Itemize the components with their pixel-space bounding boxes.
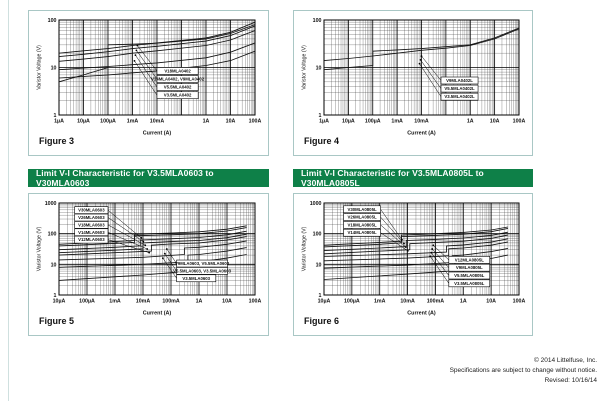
figure5-chart: 10µA 100µA 1mA 10mA 100mA 1A 10A 100A 1 10 100 1000… <box>37 201 262 317</box>
svg-text:1mA: 1mA <box>109 299 121 305</box>
svg-text:V5.5MLA0805L: V5.5MLA0805L <box>454 273 485 278</box>
svg-text:10: 10 <box>316 262 322 268</box>
svg-text:10A: 10A <box>222 299 232 305</box>
svg-text:1000: 1000 <box>310 201 322 207</box>
svg-text:10mA: 10mA <box>150 119 165 125</box>
svg-text:V18MLA0603: V18MLA0603 <box>78 222 105 227</box>
svg-text:Varistor Voltage (V): Varistor Voltage (V) <box>302 45 308 90</box>
figure6-panel: 10µA 100µA 1mA 10mA 100mA 1A 10A 100A 1 10 100 1000… <box>293 193 533 336</box>
svg-text:100mA: 100mA <box>162 299 180 305</box>
svg-text:V5.5MLA0603, V3.5MLA0603: V5.5MLA0603, V3.5MLA0603 <box>173 268 231 273</box>
figure5-caption: Figure 5 <box>39 316 75 326</box>
svg-text:100µA: 100µA <box>79 299 95 305</box>
svg-text:V9MLA0402L: V9MLA0402L <box>446 78 473 83</box>
svg-text:V9MLA0805L: V9MLA0805L <box>456 265 483 270</box>
svg-text:Varistor Voltage (V): Varistor Voltage (V) <box>37 45 43 90</box>
section-title-0603: Limit V-I Characteristic for V3.5MLA0603… <box>28 168 269 188</box>
svg-text:10µA: 10µA <box>77 119 90 125</box>
figure4-caption: Figure 4 <box>304 136 340 146</box>
svg-text:Current (A): Current (A) <box>407 311 436 317</box>
svg-text:10: 10 <box>51 66 57 72</box>
section-title-0603-label: Limit V-I Characteristic for V3.5MLA0603… <box>36 168 214 188</box>
svg-text:Current (A): Current (A) <box>407 131 436 137</box>
svg-text:100mA: 100mA <box>427 299 445 305</box>
svg-text:100A: 100A <box>249 299 262 305</box>
svg-text:1µA: 1µA <box>54 119 64 125</box>
svg-text:10µA: 10µA <box>53 299 66 305</box>
svg-text:10mA: 10mA <box>136 299 151 305</box>
svg-text:1A: 1A <box>196 299 203 305</box>
section-title-0805l-label: Limit V-I Characteristic for V3.5MLA0805… <box>301 168 484 188</box>
figure4-panel: 1µA 10µA 100µA 1mA 10mA 1A 10A 100A 1 10 100 Curren… <box>293 10 533 156</box>
svg-text:10µA: 10µA <box>318 299 331 305</box>
svg-text:V12MLA0603: V12MLA0603 <box>78 237 105 242</box>
svg-text:10A: 10A <box>490 119 500 125</box>
section-title-0805l: Limit V-I Characteristic for V3.5MLA0805… <box>293 168 533 188</box>
svg-text:V18MLA0402: V18MLA0402 <box>164 69 191 74</box>
svg-text:1A: 1A <box>460 299 467 305</box>
svg-text:V3.5MLA0603: V3.5MLA0603 <box>182 276 210 281</box>
svg-text:1000: 1000 <box>45 201 57 207</box>
svg-text:1A: 1A <box>203 119 210 125</box>
svg-text:V5.5MLA0402: V5.5MLA0402 <box>164 85 192 90</box>
figure3-panel: 1µA 10µA 100µA 1mA 10mA 1A 10A 100A 1 10 100 Curren… <box>28 10 269 156</box>
svg-text:Current (A): Current (A) <box>143 131 172 137</box>
svg-text:100: 100 <box>48 18 57 24</box>
figure3-caption: Figure 3 <box>39 136 75 146</box>
figure6-chart: 10µA 100µA 1mA 10mA 100mA 1A 10A 100A 1 10 100 1000… <box>302 201 526 317</box>
svg-text:V3.5MLA0402: V3.5MLA0402 <box>164 93 192 98</box>
svg-text:V30MLA0603: V30MLA0603 <box>78 208 105 213</box>
svg-text:1: 1 <box>319 293 322 299</box>
svg-text:V30MLA0805L: V30MLA0805L <box>347 207 377 212</box>
svg-text:100µA: 100µA <box>100 119 116 125</box>
svg-text:1: 1 <box>319 113 322 119</box>
svg-text:100A: 100A <box>513 119 526 125</box>
svg-text:V9MLA0603, V5.5MLA0603: V9MLA0603, V5.5MLA0603 <box>175 261 230 266</box>
footer-revised-date: Revised: 10/16/14 <box>544 376 597 384</box>
footer-disclaimer: Specifications are subject to change wit… <box>449 366 597 374</box>
svg-text:100: 100 <box>48 232 57 238</box>
svg-text:100µA: 100µA <box>344 299 360 305</box>
svg-text:10A: 10A <box>226 119 236 125</box>
svg-text:10: 10 <box>316 66 322 72</box>
svg-text:100µA: 100µA <box>365 119 381 125</box>
svg-text:V5.5MLA0402L: V5.5MLA0402L <box>444 86 475 91</box>
svg-text:Varistor Voltage (V): Varistor Voltage (V) <box>37 226 43 271</box>
svg-text:V26MLA0805L: V26MLA0805L <box>347 215 377 220</box>
svg-text:10A: 10A <box>486 299 496 305</box>
figure4-chart: 1µA 10µA 100µA 1mA 10mA 1A 10A 100A 1 10 100 Curren… <box>302 18 526 137</box>
svg-text:Varistor Voltage (V): Varistor Voltage (V) <box>302 226 308 271</box>
svg-text:100A: 100A <box>513 299 526 305</box>
footer-copyright: © 2014 Littelfuse, Inc. <box>534 357 597 364</box>
page-footer: © 2014 Littelfuse, Inc. Specifications a… <box>450 356 597 385</box>
figure6-caption: Figure 6 <box>304 316 340 326</box>
svg-text:1mA: 1mA <box>391 119 403 125</box>
svg-text:10mA: 10mA <box>414 119 429 125</box>
svg-text:V14MLA0805L: V14MLA0805L <box>347 230 377 235</box>
svg-text:V14MLA0603: V14MLA0603 <box>78 230 105 235</box>
svg-text:10mA: 10mA <box>400 299 415 305</box>
svg-text:V12MLA0805L: V12MLA0805L <box>455 257 485 262</box>
svg-text:V14MLA0402, V9MLA0402: V14MLA0402, V9MLA0402 <box>151 77 205 82</box>
svg-text:100: 100 <box>313 232 322 238</box>
svg-text:10µA: 10µA <box>342 119 355 125</box>
svg-text:1µA: 1µA <box>319 119 329 125</box>
svg-text:V26MLA0603: V26MLA0603 <box>78 215 105 220</box>
figure3-chart: 1µA 10µA 100µA 1mA 10mA 1A 10A 100A 1 10 100 Curren… <box>37 18 262 137</box>
page-edge-line <box>8 0 9 401</box>
svg-text:Current (A): Current (A) <box>143 311 172 317</box>
svg-text:10: 10 <box>51 262 57 268</box>
svg-text:V3.5MLA0402L: V3.5MLA0402L <box>444 94 475 99</box>
figure5-panel: 10µA 100µA 1mA 10mA 100mA 1A 10A 100A 1 10 100 1000… <box>28 193 269 336</box>
svg-text:100A: 100A <box>249 119 262 125</box>
svg-text:1: 1 <box>54 113 57 119</box>
svg-text:1mA: 1mA <box>127 119 139 125</box>
svg-text:1A: 1A <box>467 119 474 125</box>
svg-text:V3.5MLA0805L: V3.5MLA0805L <box>454 281 485 286</box>
svg-text:1: 1 <box>54 293 57 299</box>
svg-text:1mA: 1mA <box>374 299 386 305</box>
svg-text:V18MLA0805L: V18MLA0805L <box>347 222 377 227</box>
svg-text:100: 100 <box>313 18 322 24</box>
